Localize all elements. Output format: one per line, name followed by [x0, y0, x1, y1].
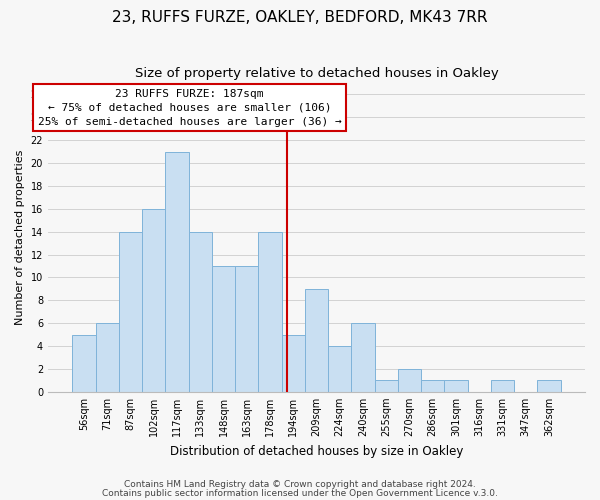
Bar — [188, 232, 212, 392]
Bar — [491, 380, 514, 392]
Bar — [352, 323, 374, 392]
Bar — [235, 266, 259, 392]
Bar — [119, 232, 142, 392]
Text: 23, RUFFS FURZE, OAKLEY, BEDFORD, MK43 7RR: 23, RUFFS FURZE, OAKLEY, BEDFORD, MK43 7… — [112, 10, 488, 25]
Bar — [374, 380, 398, 392]
Bar — [281, 334, 305, 392]
Bar — [95, 323, 119, 392]
Bar — [73, 334, 95, 392]
Bar — [305, 289, 328, 392]
Bar — [421, 380, 445, 392]
Text: Contains HM Land Registry data © Crown copyright and database right 2024.: Contains HM Land Registry data © Crown c… — [124, 480, 476, 489]
Bar — [398, 369, 421, 392]
Bar — [142, 209, 166, 392]
Text: Contains public sector information licensed under the Open Government Licence v.: Contains public sector information licen… — [102, 489, 498, 498]
Text: 23 RUFFS FURZE: 187sqm
← 75% of detached houses are smaller (106)
25% of semi-de: 23 RUFFS FURZE: 187sqm ← 75% of detached… — [38, 89, 341, 127]
Bar — [538, 380, 560, 392]
Bar — [445, 380, 467, 392]
Bar — [259, 232, 281, 392]
Bar — [166, 152, 188, 392]
Bar — [328, 346, 352, 392]
Title: Size of property relative to detached houses in Oakley: Size of property relative to detached ho… — [134, 68, 499, 80]
Y-axis label: Number of detached properties: Number of detached properties — [15, 150, 25, 325]
Bar — [212, 266, 235, 392]
X-axis label: Distribution of detached houses by size in Oakley: Distribution of detached houses by size … — [170, 444, 463, 458]
